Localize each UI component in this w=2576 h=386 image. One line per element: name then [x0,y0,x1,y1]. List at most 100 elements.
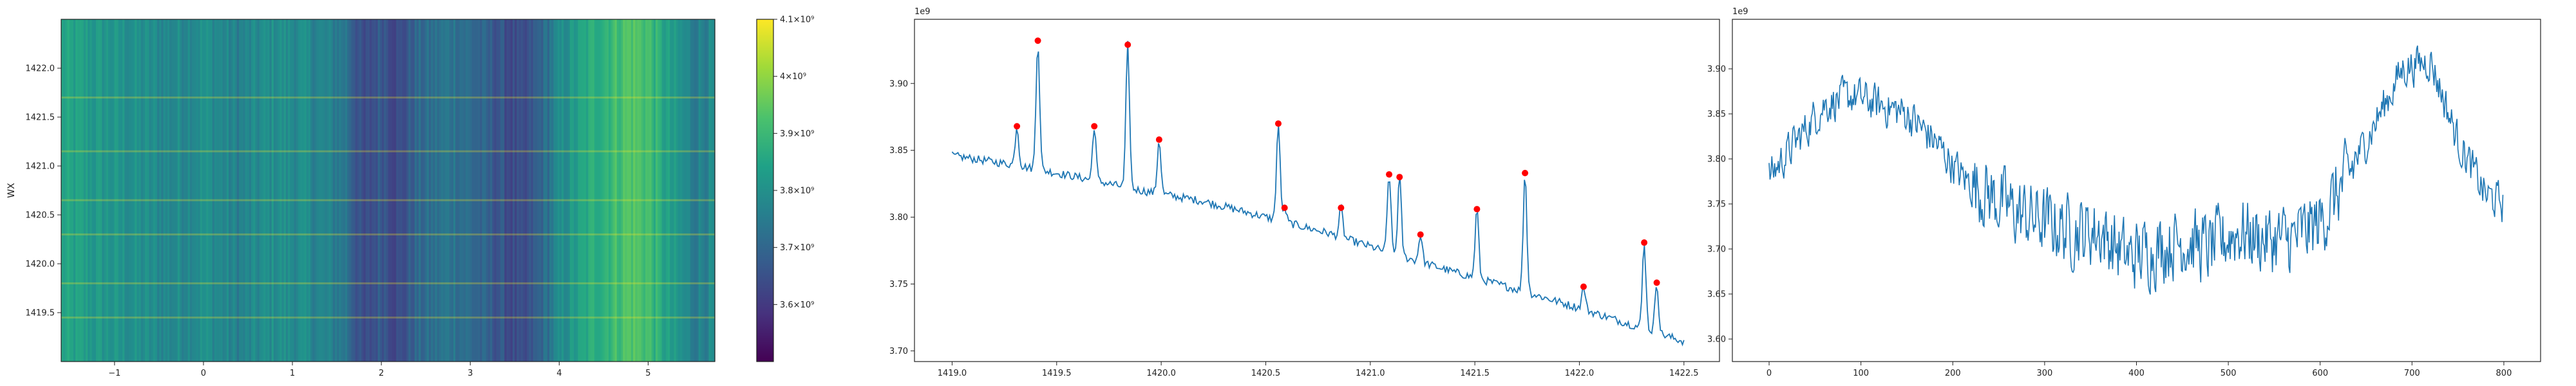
heatmap-cell [672,19,675,362]
heatmap-cell [234,19,238,362]
heatmap-cell [674,19,677,362]
heatmap-cell [153,19,156,362]
heatmap-cell [220,19,223,362]
colorbar: 3.6×10⁹ 3.7×10⁹ 3.8×10⁹ 3.9×10⁹ 4×10⁹ 4.1×10⁹ [756,15,814,362]
heatmap-y-tick-label: 1419.5 [26,309,55,318]
heatmap-bright-row [61,317,715,319]
heatmap-cell [165,19,168,362]
colorbar-tick-label: 4.1×10⁹ [780,15,814,25]
series-y-tick-label: 3.90 [1707,65,1726,75]
heatmap-cell [506,19,509,362]
heatmap-cell [494,19,497,362]
heatmap-cell [283,19,287,362]
colorbar-bar [757,19,773,362]
heatmap-cell [424,19,428,362]
heatmap-cell [255,19,258,362]
heatmap-cell [106,19,109,362]
heatmap-cell [394,19,397,362]
heatmap-cell [478,19,480,362]
heatmap-cell [612,19,616,362]
heatmap-cell [157,19,160,362]
heatmap-cell [578,19,581,362]
heatmap-cell [555,19,558,362]
heatmap-bright-row [61,233,715,235]
heatmap-cell [265,19,268,362]
heatmap-cell [163,19,166,362]
heatmap-cell [576,19,579,362]
heatmap-cell [261,19,264,362]
peaks-offset-label: 1e9 [914,7,931,17]
peaks-y-tick-label: 3.80 [889,213,908,223]
heatmap-cell [298,19,301,362]
heatmap-cell [682,19,685,362]
series-panel: 0 100 200 300 400 500 600 700 800 3.603.653.703.… [1707,7,2541,378]
heatmap-cell [518,19,522,362]
heatmap-cell [208,19,211,362]
series-x-axis: 0 100 200 300 400 500 600 700 800 [1766,362,2512,378]
heatmap-cell [630,19,634,362]
heatmap-x-tick-label: −1 [108,369,120,378]
series-x-tick-label: 500 [2221,369,2237,378]
peak-marker [1580,283,1587,290]
peak-marker [1155,136,1162,143]
heatmap-cell [633,19,636,362]
heatmap-cell [618,19,621,362]
heatmap-cell [288,19,290,362]
series-y-tick-label: 3.70 [1707,245,1726,255]
heatmap-cell [445,19,448,362]
heatmap-cell [318,19,321,362]
heatmap-x-tick-label: 2 [379,369,384,378]
heatmap-cell [126,19,129,362]
series-x-tick-label: 800 [2496,369,2512,378]
heatmap-cell [337,19,339,362]
heatmap-cell [433,19,436,362]
series-x-tick-label: 700 [2404,369,2420,378]
heatmap-cell [236,19,240,362]
heatmap-cell [426,19,430,362]
colorbar-tick-label: 4×10⁹ [780,72,806,82]
heatmap-panel: −1 0 1 2 3 4 5 1419.51420.01420.51421.01421.51… [6,19,715,378]
heatmap-cell [187,19,191,362]
heatmap-cell [137,19,140,362]
series-frame [1732,19,2541,362]
heatmap-cell [515,19,517,362]
heatmap-cell [323,19,325,362]
heatmap-cell [663,19,667,362]
heatmap-cell [212,19,215,362]
heatmap-cell [314,19,317,362]
heatmap-y-tick-label: 1422.0 [26,64,55,74]
heatmap-cell [641,19,644,362]
series-offset-label: 1e9 [1732,7,1748,17]
heatmap-cell [218,19,221,362]
heatmap-cell [520,19,524,362]
heatmap-cell [453,19,456,362]
series-x-tick-label: 600 [2312,369,2328,378]
heatmap-cell [510,19,513,362]
heatmap-cell [216,19,219,362]
heatmap-cell [118,19,121,362]
heatmap-cell [142,19,146,362]
heatmap-cell [320,19,323,362]
heatmap-cell [559,19,562,362]
heatmap-cell [549,19,552,362]
heatmap-cell [267,19,270,362]
heatmap-cell [535,19,538,362]
heatmap-cell [108,19,111,362]
heatmap-cell [145,19,147,362]
heatmap-cell [247,19,250,362]
heatmap-cell [435,19,438,362]
heatmap-cell [357,19,360,362]
heatmap-cell [565,19,569,362]
heatmap-cell [79,19,82,362]
heatmap-cell [169,19,172,362]
heatmap-cell [372,19,374,362]
heatmap-cell [278,19,280,362]
heatmap-cell [651,19,654,362]
heatmap-cell [245,19,248,362]
series-y-tick-label: 3.80 [1707,155,1726,165]
peaks-x-tick-label: 1420.0 [1146,369,1176,378]
peak-markers [1014,37,1660,290]
heatmap-cell [204,19,207,362]
heatmap-cell [206,19,209,362]
